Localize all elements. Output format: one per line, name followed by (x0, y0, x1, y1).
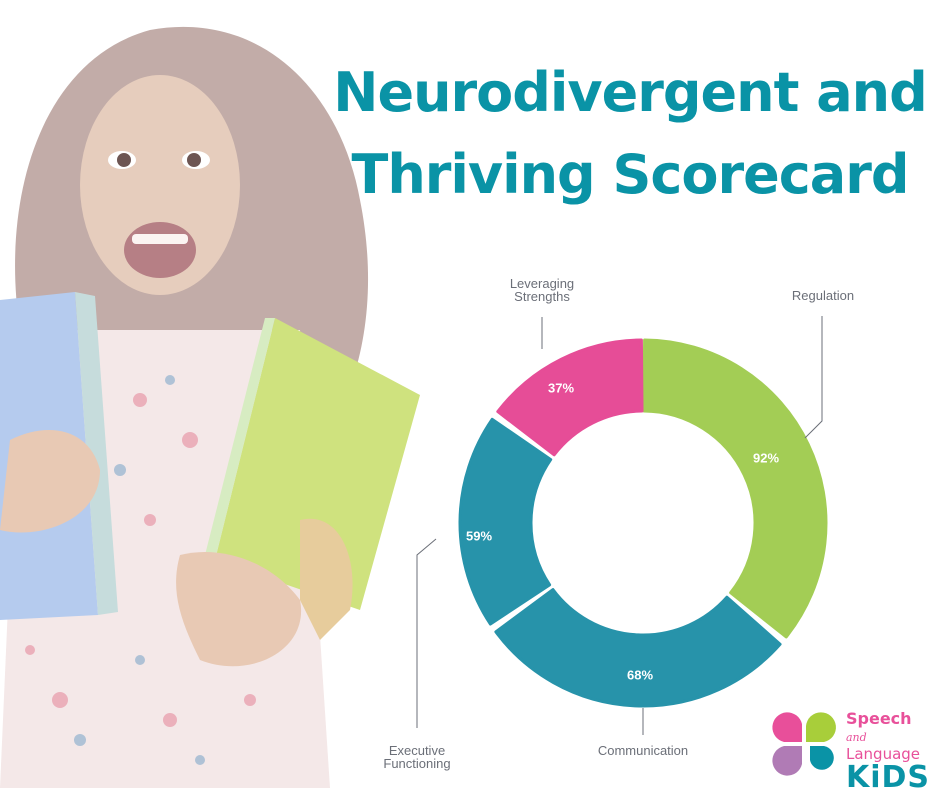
logo-and-language: and Language (846, 728, 940, 762)
donut-segment-leveraging-strengths (496, 338, 644, 457)
logo-language: Language (846, 745, 921, 763)
girl-with-books-photo (0, 26, 420, 788)
donut-segment-executive-functioning (458, 417, 553, 626)
value-executive-functioning: 59% (465, 528, 493, 544)
value-regulation: 92% (752, 450, 780, 466)
page-title: Neurodivergent and Thriving Scorecard (322, 52, 938, 216)
value-communication: 68% (626, 667, 654, 683)
logo-petals-icon (772, 712, 836, 776)
label-communication: Communication (588, 744, 698, 757)
leader-line-regulation (804, 316, 823, 439)
label-line: Executive (388, 743, 446, 758)
donut-segment-regulation (642, 338, 828, 639)
label-executive-functioning: Executive Functioning (368, 744, 466, 770)
label-line: Regulation (791, 288, 855, 303)
title-line-1: Neurodivergent and (333, 61, 927, 124)
donut-segment-communication (494, 588, 782, 708)
logo-and: and (846, 731, 867, 744)
label-line: Leveraging (509, 276, 575, 291)
donut-segments (458, 338, 828, 708)
label-line: Functioning (383, 756, 451, 771)
label-regulation: Regulation (780, 289, 866, 302)
label-line: Strengths (514, 289, 570, 304)
speech-and-language-kids-logo: Speech and Language KiDS (766, 708, 940, 794)
leader-lines (416, 316, 823, 735)
label-leveraging-strengths: Leveraging Strengths (497, 277, 587, 303)
label-line: Communication (597, 743, 689, 758)
logo-wordmark: Speech and Language KiDS (846, 710, 940, 794)
logo-speech: Speech (846, 709, 912, 728)
leader-line-executive-functioning (416, 538, 437, 728)
title-line-2: Thriving Scorecard (351, 143, 909, 206)
logo-kids: KiDS (846, 760, 931, 795)
value-leveraging-strengths: 37% (547, 380, 575, 396)
